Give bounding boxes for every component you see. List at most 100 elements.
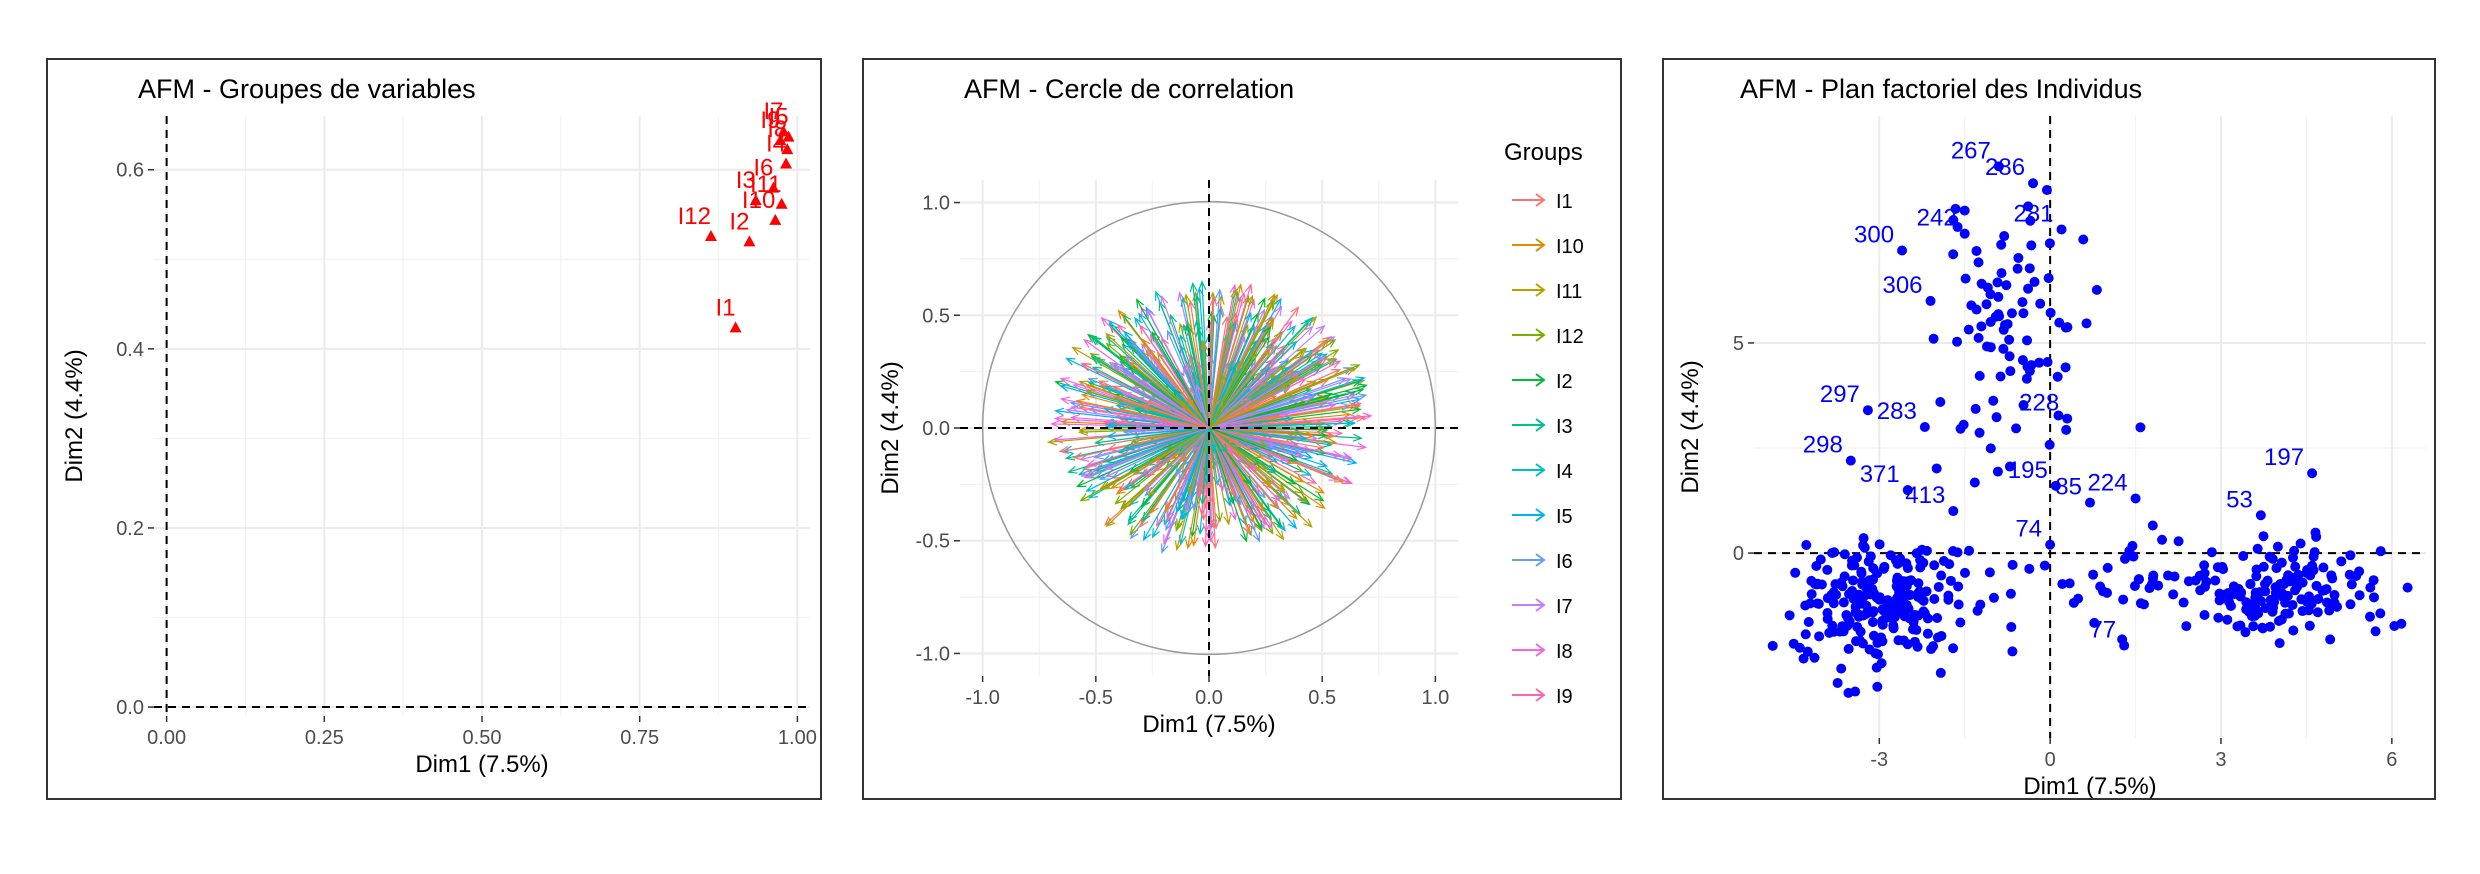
p2-arrow-I12-54 <box>1208 427 1309 503</box>
p3-point-73 <box>1767 640 1778 651</box>
p3-point-153 <box>1844 616 1855 627</box>
p2-ytick: 0.5 <box>922 305 950 327</box>
p1-ytick: 0.6 <box>116 160 144 182</box>
chart-groupes-variables: 0.00 0.25 0.50 0.75 1.00 0.0 0.2 0.4 0.6 AFM - Gr… <box>61 74 817 778</box>
p3-point-367 <box>2214 595 2225 606</box>
p3-point-296 <box>2283 608 2294 619</box>
p3-xtick: 0 <box>2045 749 2056 771</box>
p2-legend-key-I2 <box>1512 373 1546 387</box>
p3-point-111 <box>1959 567 1970 578</box>
p3-point-495 <box>2147 573 2158 584</box>
p3-point-503 <box>2173 536 2184 547</box>
p3-point-25 <box>1867 617 1878 628</box>
p3-point-348 <box>2274 638 2285 649</box>
p3-labeled-point-195 <box>2050 480 2061 491</box>
p3-point-453 <box>1995 371 2006 382</box>
p3-point-258 <box>2222 614 2233 625</box>
p3-point-212 <box>1877 615 1888 626</box>
p3-point-482 <box>2089 617 2100 628</box>
p3-point-433 <box>2078 234 2089 245</box>
p2-ytick: 1.0 <box>922 193 950 215</box>
p2-legend-label-I3: I3 <box>1556 416 1573 438</box>
p3-point-478 <box>2039 560 2050 571</box>
p3-point-436 <box>2029 276 2040 287</box>
p3-point-332 <box>2297 577 2308 588</box>
p3-point-15 <box>1801 540 1812 551</box>
p3-point-411 <box>1974 370 1985 381</box>
p3-label-195: 195 <box>2008 457 2048 484</box>
p3-labeled-point-283 <box>1919 422 1930 432</box>
p2-legend-label-I10: I10 <box>1556 236 1584 258</box>
p3-point-268 <box>2287 599 2298 610</box>
p2-legend-key-I5 <box>1512 508 1546 522</box>
p2-legend-key-I6 <box>1512 553 1546 567</box>
p1-point-I4 <box>780 157 793 169</box>
p2-arrow-I1-57 <box>1178 427 1210 464</box>
p1-xtick: 0.75 <box>620 727 659 749</box>
p3-ylabel: Dim2 (4.4%) <box>1677 360 1704 493</box>
p3-point-211 <box>1892 592 1903 603</box>
p2-arrow-I2-54 <box>1208 427 1263 531</box>
p2-arrow-I7-59 <box>1195 383 1210 429</box>
p3-labeled-point-298 <box>1845 455 1856 466</box>
p2-arrow-I3-60 <box>1208 427 1228 454</box>
p3-point-465 <box>2017 355 2028 366</box>
p3-point-391 <box>2041 184 2052 195</box>
p3-point-151 <box>1909 636 1920 647</box>
p2-arrow-I6-46 <box>1166 329 1210 429</box>
p3-point-444 <box>1996 268 2007 279</box>
p2-legend-key-I10 <box>1512 238 1546 252</box>
p3-point-95 <box>1828 598 1839 609</box>
p1-point-I10 <box>769 213 782 225</box>
p3-point-326 <box>2389 620 2400 631</box>
p3-point-145 <box>1928 641 1939 652</box>
p3-point-101 <box>1814 631 1825 642</box>
p2-arrow-I8-57 <box>1208 427 1343 459</box>
p3-point-415 <box>2022 335 2033 346</box>
p3-point-376 <box>2271 563 2282 574</box>
p3-ytick: 0 <box>1733 543 1744 565</box>
p3-point-460 <box>1981 299 1992 310</box>
p3-point-388 <box>1960 273 1971 284</box>
p3-point-283 <box>2206 547 2217 558</box>
p3-point-52 <box>1944 559 1955 570</box>
p3-label-286: 286 <box>1985 154 2025 181</box>
p3-point-86 <box>1953 581 1964 592</box>
p3-label-77: 77 <box>2089 617 2116 644</box>
p3-labeled-point-286 <box>2028 178 2039 189</box>
p3-point-298 <box>2257 622 2268 633</box>
p3-point-55 <box>1964 545 1975 556</box>
p3-point-133 <box>1868 574 1879 585</box>
p2-arrow-I5-23 <box>1142 427 1210 542</box>
p2-arrow-I6-60 <box>1174 427 1210 477</box>
p3-point-167 <box>1788 638 1799 649</box>
p3-point-181 <box>1921 586 1932 597</box>
p2-arrow-I4-59 <box>1208 324 1255 429</box>
p1-ytick: 0.0 <box>116 697 144 719</box>
p2-xlabel: Dim1 (7.5%) <box>1142 711 1275 738</box>
p3-labeled-point-371 <box>1902 485 1913 496</box>
p3-point-368 <box>2265 594 2276 605</box>
p2-ylabel: Dim2 (4.4%) <box>877 361 904 494</box>
p3-point-262 <box>2318 562 2329 573</box>
p3-point-450 <box>1958 419 1969 430</box>
p3-point-508 <box>2168 589 2179 600</box>
p2-arrow-I11-52 <box>1208 347 1308 429</box>
p2-legend-key-I1 <box>1512 193 1546 207</box>
p3-point-266 <box>2375 608 2386 619</box>
p3-point-210 <box>1932 613 1943 624</box>
p2-xtick: -0.5 <box>1079 687 1113 709</box>
p3-point-416 <box>1988 395 1999 406</box>
p3-point-463 <box>1999 231 2010 242</box>
p3-point-307 <box>2213 612 2224 623</box>
p3-point-134 <box>1921 545 1932 556</box>
p3-point-77 <box>1812 598 1823 609</box>
p3-point-282 <box>2290 585 2301 596</box>
p3-point-252 <box>2368 575 2379 586</box>
p3-point-292 <box>2336 556 2347 567</box>
p3-label-85: 85 <box>2055 474 2082 501</box>
p2-arrow-I6-57 <box>1191 427 1210 511</box>
p3-label-267: 267 <box>1951 137 1991 164</box>
p3-point-189 <box>1855 626 1866 637</box>
p1-label-I7: I7 <box>763 98 783 125</box>
